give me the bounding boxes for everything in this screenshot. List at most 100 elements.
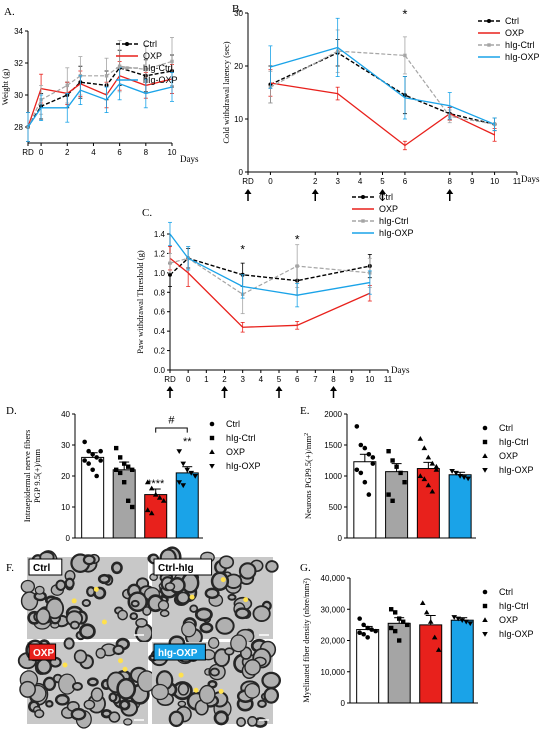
nerve-fiber <box>178 701 185 706</box>
micrograph-hIg-OXP: hIg-OXP <box>150 635 280 727</box>
x-tick-label: 2 <box>65 148 70 157</box>
yellow-marker <box>243 597 248 602</box>
data-point <box>401 620 405 624</box>
data-point <box>365 626 370 631</box>
y-axis-label-sup: 2 <box>304 433 310 436</box>
data-point <box>424 610 430 615</box>
data-point <box>363 446 368 451</box>
data-point <box>393 610 397 614</box>
y-tick-label: 20 <box>234 62 243 71</box>
data-point <box>122 461 126 465</box>
yellow-marker <box>179 673 184 678</box>
legend-marker-OXP <box>482 453 488 458</box>
data-point <box>105 74 108 77</box>
nerve-fiber <box>91 688 102 701</box>
micrograph-OXP: OXP <box>19 638 156 728</box>
data-point <box>405 623 409 627</box>
nerve-fiber <box>84 556 95 564</box>
data-point <box>371 461 376 466</box>
x-tick-label: 8 <box>144 148 149 157</box>
data-point <box>130 468 134 472</box>
data-point <box>373 629 378 634</box>
y-axis-label-2: PGP 9.5(+)/mm <box>32 449 42 503</box>
bar-Ctrl <box>357 630 379 703</box>
x-tick-label: RD <box>22 148 34 157</box>
bar-hIg-Ctrl <box>388 623 410 703</box>
y-tick-label: 10 <box>61 503 70 512</box>
nerve-fiber <box>152 684 168 699</box>
legend-label-OXP: OXP <box>505 28 524 38</box>
nerve-fiber <box>182 622 196 637</box>
y-tick-label: 30,000 <box>321 605 346 614</box>
data-point <box>390 499 394 503</box>
data-point <box>82 458 87 463</box>
data-point <box>369 627 374 632</box>
legend-label-hIg-Ctrl: hIg-Ctrl <box>379 216 409 226</box>
legend-marker <box>487 43 490 46</box>
legend-label-OXP: OXP <box>143 51 162 61</box>
data-point <box>168 273 172 277</box>
injection-arrow-head <box>245 189 252 194</box>
x-tick-label: 6 <box>403 177 408 186</box>
data-point <box>98 458 103 463</box>
y-tick-label: 10,000 <box>321 668 346 677</box>
x-tick-label: RD <box>242 177 254 186</box>
bar-hIg-OXP <box>449 475 471 538</box>
data-point <box>82 440 87 445</box>
nerve-fiber <box>215 712 228 724</box>
panel-label: A. <box>4 6 15 18</box>
legend-label-hIg-Ctrl: hIg-Ctrl <box>499 437 529 447</box>
data-point <box>397 616 401 620</box>
data-point <box>386 492 390 496</box>
x-tick-label: 10 <box>168 148 177 157</box>
data-point <box>66 84 69 87</box>
data-point <box>357 630 362 635</box>
data-point <box>371 455 376 460</box>
y-tick-label: 30 <box>14 91 23 100</box>
nerve-fiber <box>253 606 269 621</box>
legend-label-hIg-OXP: hIg-OXP <box>499 465 534 475</box>
data-point <box>118 455 122 459</box>
nerve-fiber <box>212 573 228 590</box>
legend-marker <box>361 219 364 222</box>
nerve-fiber <box>196 609 211 620</box>
yellow-marker <box>123 667 128 672</box>
nerve-fiber <box>46 701 52 706</box>
data-point <box>90 468 95 473</box>
x-tick-label: 7 <box>313 375 318 384</box>
legend-label-hIg-OXP: hIg-OXP <box>226 461 261 471</box>
nerve-fiber <box>37 659 51 673</box>
legend-label-Ctrl: Ctrl <box>499 423 513 433</box>
y-tick-label: 2000 <box>324 410 342 419</box>
y-tick-label: 0.4 <box>154 327 166 336</box>
y-tick-label: 0 <box>338 534 343 543</box>
nerve-fiber <box>56 581 65 590</box>
significance-stars: **** <box>147 478 165 490</box>
data-point <box>86 461 91 466</box>
nerve-fiber <box>210 669 219 676</box>
bar-OXP <box>420 625 442 703</box>
data-point <box>357 616 362 621</box>
data-point <box>393 629 397 633</box>
x-tick-label: 5 <box>380 177 385 186</box>
yellow-marker <box>221 577 226 582</box>
legend-label-hIg-OXP: hIg-OXP <box>379 228 414 238</box>
nerve-fiber <box>216 618 233 634</box>
bar-Ctrl <box>354 462 376 538</box>
data-point <box>430 461 436 466</box>
yellow-marker <box>194 688 199 693</box>
legend-label-Ctrl: Ctrl <box>143 39 157 49</box>
legend-label-hIg-OXP: hIg-OXP <box>143 75 178 85</box>
nerve-fiber <box>99 575 109 583</box>
data-point <box>402 480 406 484</box>
y-tick-label: 500 <box>329 503 343 512</box>
nerve-fiber <box>236 609 249 618</box>
nerve-fiber <box>83 600 90 606</box>
nerve-fiber <box>248 717 257 726</box>
legend-marker-hIg-Ctrl <box>483 440 487 444</box>
data-point <box>420 600 426 605</box>
